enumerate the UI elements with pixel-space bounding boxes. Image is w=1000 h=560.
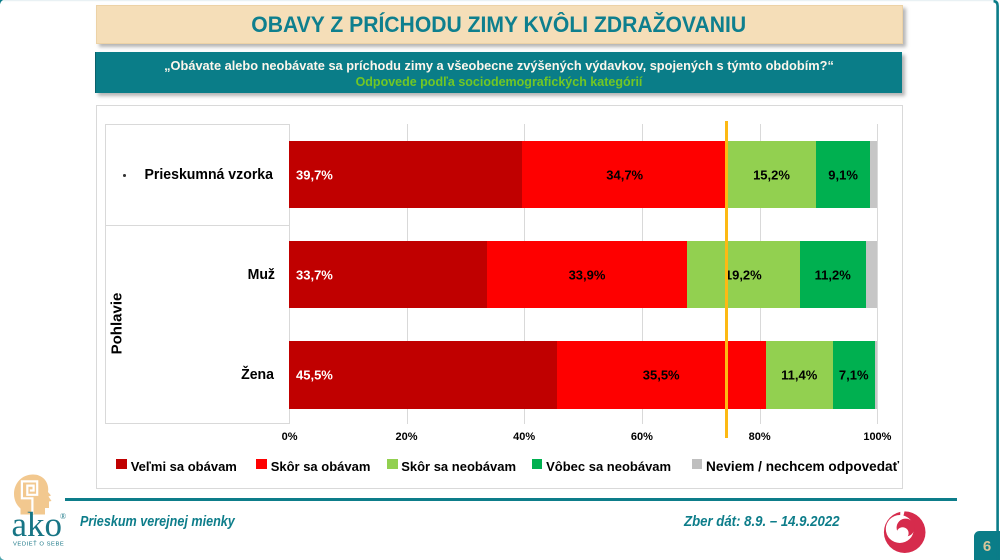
svg-text:ako: ako	[12, 505, 63, 544]
svg-text:®: ®	[60, 512, 66, 521]
svg-text:VEDIEŤ O SEBE: VEDIEŤ O SEBE	[13, 540, 64, 548]
